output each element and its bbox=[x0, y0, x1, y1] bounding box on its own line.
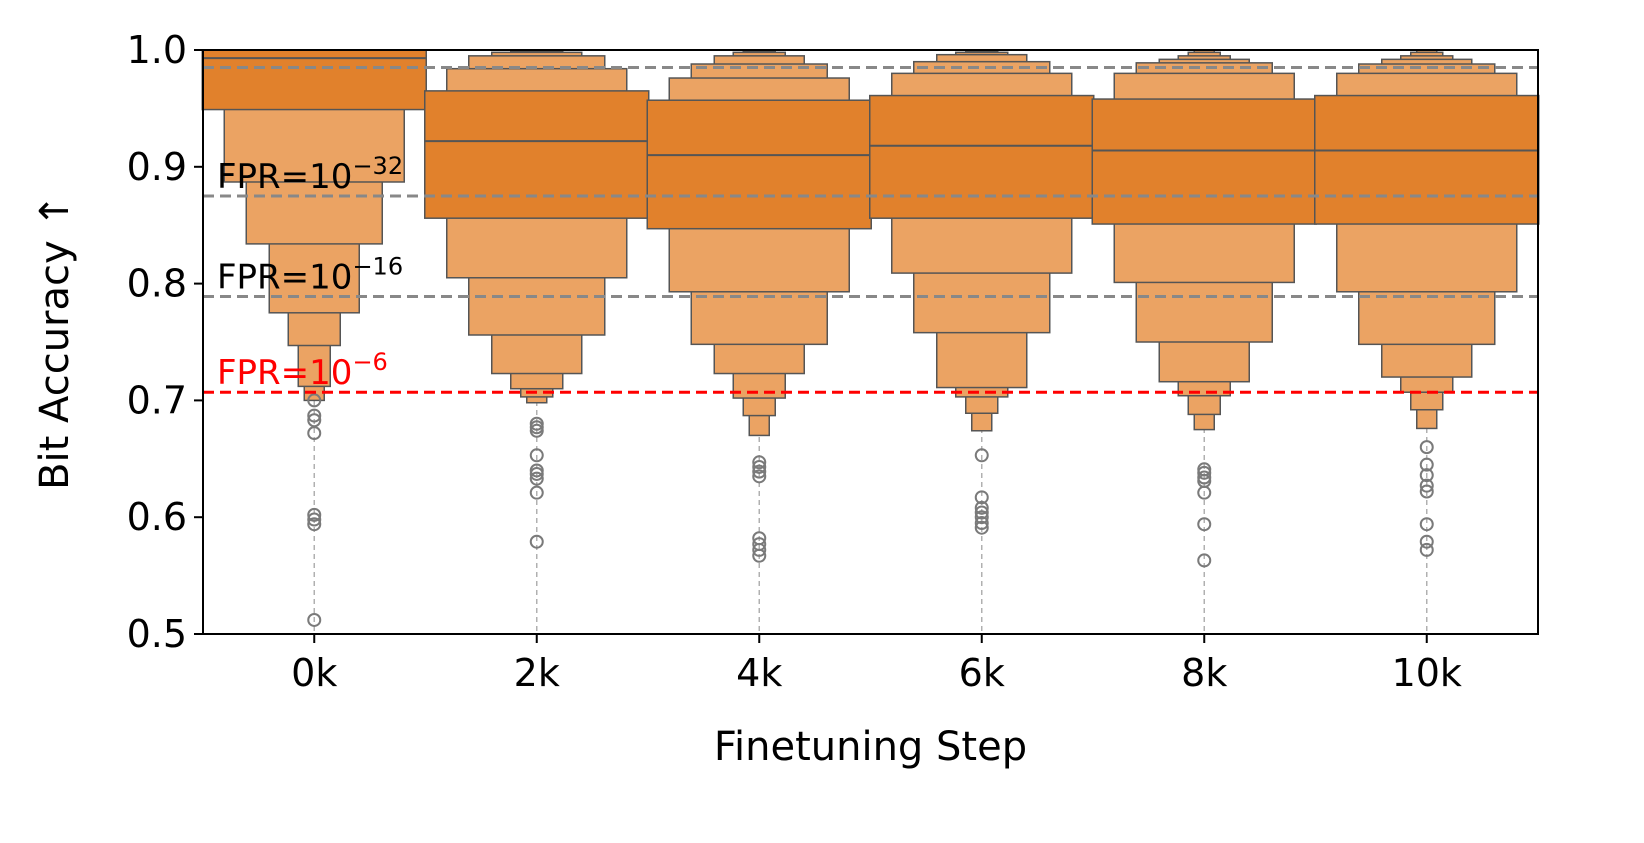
outlier-point bbox=[974, 520, 989, 535]
x-tick-label-6k: 6k bbox=[959, 651, 1005, 695]
outlier-point bbox=[1197, 485, 1212, 500]
boxen-10k bbox=[1314, 49, 1540, 557]
boxen-level-1 bbox=[646, 99, 872, 230]
outlier-point bbox=[752, 455, 767, 470]
outlier-point bbox=[307, 393, 322, 408]
boxen-8k bbox=[1091, 49, 1317, 568]
outlier-point bbox=[1419, 484, 1434, 499]
outlier-point bbox=[974, 516, 989, 531]
outlier-point bbox=[1419, 457, 1434, 472]
outlier-point bbox=[1419, 440, 1434, 455]
boxen-level-1 bbox=[869, 94, 1095, 219]
outlier-point bbox=[529, 448, 544, 463]
y-tick-label: 0.5 bbox=[127, 612, 187, 656]
y-tick-label: 0.8 bbox=[127, 262, 187, 306]
outlier-point bbox=[752, 542, 767, 557]
boxen-6k bbox=[869, 49, 1095, 535]
x-tick-label-10k: 10k bbox=[1392, 651, 1462, 695]
outlier-point bbox=[529, 471, 544, 486]
outlier-point bbox=[974, 490, 989, 505]
boxen-level-1 bbox=[424, 90, 650, 219]
y-tick-label: 1.0 bbox=[127, 28, 187, 72]
outlier-point bbox=[307, 426, 322, 441]
outlier-point bbox=[1419, 534, 1434, 549]
outlier-point bbox=[529, 423, 544, 438]
outlier-point bbox=[307, 612, 322, 627]
outlier-point bbox=[1419, 468, 1434, 483]
y-tick-label: 0.9 bbox=[127, 145, 187, 189]
outlier-point bbox=[529, 534, 544, 549]
threshold-label-2: FPR=10−16 bbox=[217, 252, 403, 297]
outlier-point bbox=[1197, 553, 1212, 568]
box-layer bbox=[201, 49, 1540, 627]
outlier-point bbox=[307, 512, 322, 527]
outlier-point bbox=[974, 510, 989, 525]
x-tick-label-4k: 4k bbox=[736, 651, 782, 695]
x-axis-title: Finetuning Step bbox=[714, 724, 1027, 770]
outlier-point bbox=[752, 548, 767, 563]
outlier-point bbox=[1197, 465, 1212, 480]
outlier-point bbox=[1419, 517, 1434, 532]
y-tick-label: 0.7 bbox=[127, 378, 187, 422]
x-tick-label-8k: 8k bbox=[1181, 651, 1227, 695]
outlier-point bbox=[307, 408, 322, 423]
outlier-point bbox=[974, 500, 989, 515]
y-tick-label: 0.6 bbox=[127, 495, 187, 539]
outlier-point bbox=[529, 466, 544, 481]
outlier-point bbox=[1197, 517, 1212, 532]
axis-layer: 0.5 0.6 0.7 0.8 0.9 1.0 0k 2k 4k 6k 8k 10k bbox=[127, 28, 1462, 695]
x-tick-label-0k: 0k bbox=[291, 651, 337, 695]
boxen-level-1 bbox=[201, 49, 427, 111]
outlier-point bbox=[1419, 542, 1434, 557]
boxen-4k bbox=[646, 49, 872, 563]
outlier-point bbox=[752, 459, 767, 474]
outlier-point bbox=[307, 507, 322, 522]
outlier-point bbox=[974, 448, 989, 463]
boxen-0k bbox=[201, 49, 427, 627]
plot-frame bbox=[202, 49, 1539, 635]
threshold-label-3: FPR=10−6 bbox=[217, 348, 388, 393]
outlier-point bbox=[529, 485, 544, 500]
boxen-2k bbox=[424, 49, 650, 549]
y-axis-title: Bit Accuracy ↑ bbox=[32, 194, 78, 490]
boxen-level-1 bbox=[1314, 94, 1540, 225]
outlier-point bbox=[752, 469, 767, 484]
outlier-point bbox=[752, 464, 767, 479]
x-tick-label-2k: 2k bbox=[514, 651, 560, 695]
outlier-point bbox=[307, 517, 322, 532]
boxen-level-1 bbox=[1091, 98, 1317, 225]
outlier-point bbox=[974, 505, 989, 520]
outlier-point bbox=[1419, 478, 1434, 493]
